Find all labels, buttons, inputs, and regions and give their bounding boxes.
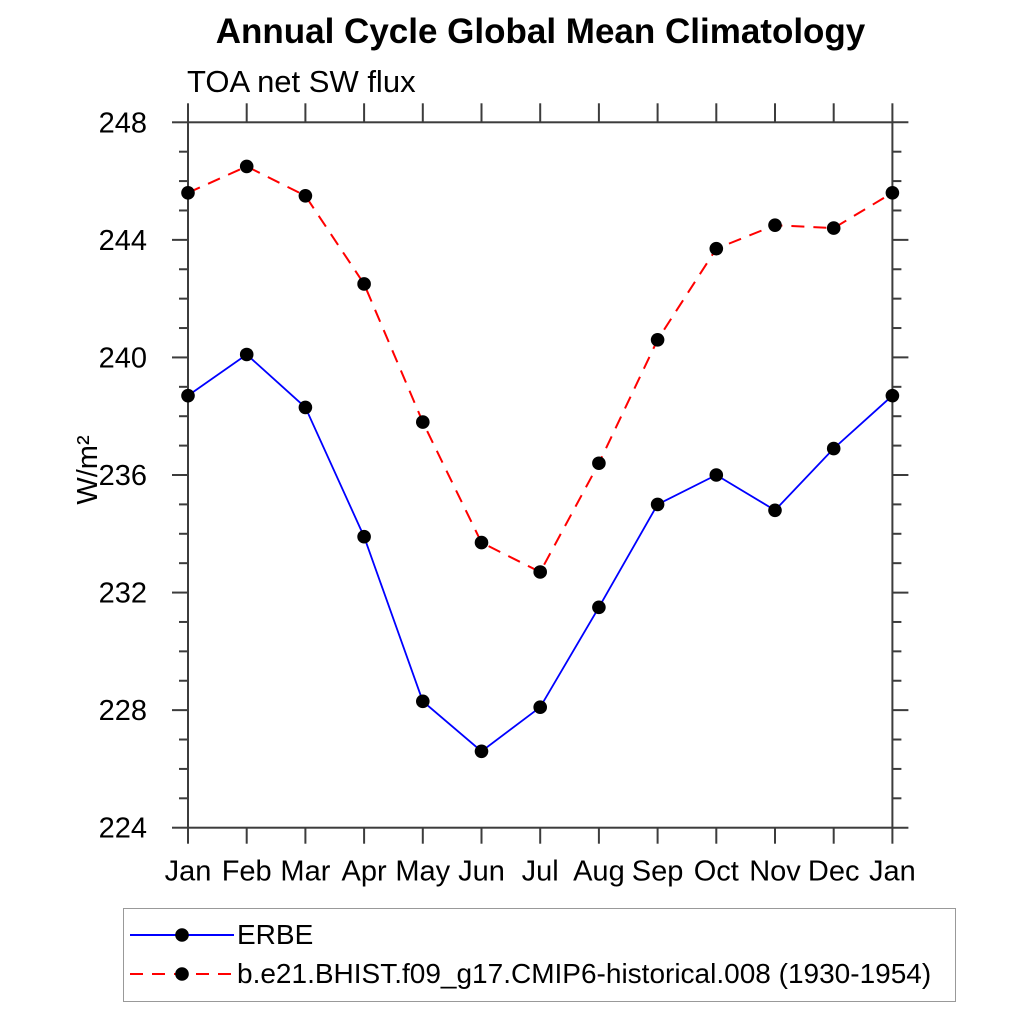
y-tick-label: 248: [99, 107, 147, 139]
data-point-marker-erbe: [709, 468, 724, 482]
legend-item-erbe: ERBE: [130, 919, 314, 950]
legend-item-model: b.e21.BHIST.f09_g17.CMIP6-historical.008…: [130, 958, 932, 989]
y-tick-label: 232: [99, 578, 147, 610]
data-point-marker-model: [885, 186, 900, 200]
data-point-marker-erbe: [298, 400, 313, 415]
legend-label-model: b.e21.BHIST.f09_g17.CMIP6-historical.008…: [237, 958, 932, 989]
x-tick-label: Feb: [222, 856, 272, 888]
x-tick-label: May: [395, 856, 450, 888]
plot-frame: [187, 121, 894, 829]
data-point-marker-model: [298, 188, 313, 203]
chart-subtitle: TOA net SW flux: [187, 64, 416, 99]
data-point-marker-erbe: [885, 388, 900, 403]
data-point-marker-model: [474, 535, 489, 550]
data-point-marker-model: [592, 456, 606, 471]
x-tick-label: Aug: [573, 856, 625, 888]
x-tick-label: Sep: [632, 856, 684, 888]
data-point-marker-erbe: [533, 700, 547, 714]
data-point-marker-erbe: [474, 744, 489, 759]
data-point-marker-erbe: [826, 441, 841, 456]
data-point-marker-erbe: [357, 529, 371, 544]
series-line-model: [187, 165, 893, 574]
data-point-marker-erbe: [416, 694, 430, 709]
y-tick-label: 228: [99, 695, 147, 727]
data-point-marker-model: [357, 277, 371, 291]
x-tick-label: Apr: [342, 856, 387, 888]
data-point-marker-model: [768, 218, 782, 232]
y-tick-label: 244: [99, 225, 147, 257]
x-tick-label: Nov: [749, 856, 801, 888]
data-point-marker-erbe: [592, 600, 606, 615]
x-tick-label: Oct: [694, 856, 739, 888]
x-tick-label: Jan: [869, 856, 916, 888]
data-point-marker-model: [650, 332, 665, 347]
legend-line-sample-dashed: [130, 967, 234, 981]
chart-title: Annual Cycle Global Mean Climatology: [215, 12, 866, 51]
data-point-marker-model: [416, 415, 430, 429]
y-tick-label: 224: [99, 813, 147, 845]
x-tick-label: Mar: [280, 856, 330, 888]
x-tick-label: Jul: [522, 856, 559, 888]
data-point-marker-erbe: [768, 503, 782, 518]
x-tick-label: Jun: [458, 856, 505, 888]
y-tick-label: 240: [99, 342, 147, 374]
data-point-marker-model: [239, 159, 254, 174]
data-point-marker-model: [533, 565, 547, 579]
data-point-marker-model: [181, 186, 195, 200]
data-point-marker-erbe: [650, 497, 665, 512]
y-tick-label: 236: [99, 460, 147, 492]
legend-line-sample-solid: [130, 928, 234, 942]
data-point-marker-model: [826, 221, 841, 235]
data-point-marker-erbe: [181, 388, 195, 403]
x-tick-label: Dec: [808, 856, 860, 888]
data-point-marker-erbe: [239, 347, 254, 362]
series-line-erbe: [187, 353, 894, 753]
x-tick-label: Jan: [165, 856, 212, 888]
legend-label-erbe: ERBE: [237, 919, 314, 950]
data-point-marker-model: [709, 241, 724, 256]
legend: ERBE b.e21.BHIST.f09_g17.CMIP6-historica…: [123, 908, 956, 1002]
